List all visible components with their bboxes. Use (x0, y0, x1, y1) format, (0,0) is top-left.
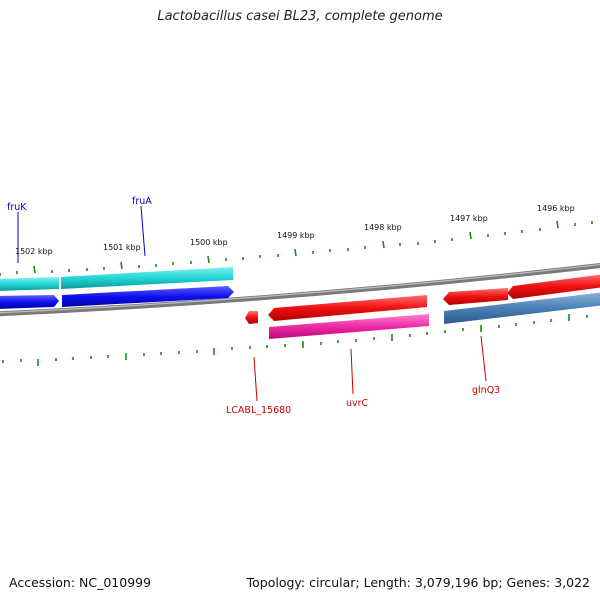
gene-label-fruA[interactable]: fruA (132, 196, 152, 207)
fruA-label-line (140, 205, 146, 257)
lcabl-label-line (253, 356, 258, 402)
glnQ3-label-line (480, 335, 487, 382)
gene-next-reverse[interactable] (507, 274, 600, 299)
forward-gene-track (0, 286, 234, 309)
forward-cds-track (0, 267, 233, 291)
major-tick (33, 265, 36, 274)
major-tick (382, 240, 385, 249)
kbp-label-1499: 1499 kbp (277, 231, 315, 240)
genome-summary: Topology: circular; Length: 3,079,196 bp… (246, 575, 590, 590)
gene-LCABL_15680[interactable] (245, 311, 258, 324)
kbp-label-1501: 1501 kbp (103, 243, 141, 252)
uvrC-label-line (350, 348, 354, 395)
minor-ticks (0, 221, 593, 276)
accession-text: Accession: NC_010999 (9, 575, 152, 590)
kbp-label-1500: 1500 kbp (190, 238, 228, 247)
genome-backbone (0, 263, 600, 317)
gene-labels: fruK fruA LCABL_15680 uvrC glnQ3 (7, 196, 500, 416)
gene-fruK[interactable] (0, 295, 59, 309)
genome-title: Lactobacillus casei BL23, complete genom… (157, 9, 443, 24)
reverse-gene-track (245, 274, 600, 324)
kbp-label-1497: 1497 kbp (450, 214, 488, 223)
outer-tick-ring (0, 220, 593, 276)
kbp-labels: 1502 kbp 1501 kbp 1500 kbp 1499 kbp 1498… (15, 204, 575, 256)
kbp-label-1498: 1498 kbp (364, 223, 402, 232)
gene-glnQ3-cds[interactable] (444, 292, 600, 324)
reverse-cds-track (269, 292, 600, 339)
gene-label-LCABL_15680[interactable]: LCABL_15680 (226, 405, 291, 416)
label-lines (17, 205, 487, 402)
inner-tick-ring (2, 314, 588, 366)
genome-backbone-highlight (0, 263, 600, 314)
minor-ticks (2, 315, 588, 363)
gene-fruK-cds[interactable] (0, 277, 59, 291)
gene-fruA-cds[interactable] (61, 267, 233, 289)
major-tick (469, 231, 472, 240)
kbp-label-1502: 1502 kbp (15, 247, 53, 256)
major-tick (120, 261, 123, 270)
gene-label-glnQ3[interactable]: glnQ3 (472, 385, 500, 396)
kbp-label-1496: 1496 kbp (537, 204, 575, 213)
gene-uvrC-cds[interactable] (269, 314, 429, 339)
major-tick (207, 255, 210, 264)
gene-label-uvrC[interactable]: uvrC (346, 398, 369, 409)
major-tick (556, 220, 559, 229)
gene-glnQ3[interactable] (443, 288, 508, 305)
gene-fruA[interactable] (62, 286, 234, 307)
gene-label-fruK[interactable]: fruK (7, 202, 27, 213)
gene-uvrC[interactable] (268, 295, 427, 321)
major-tick (294, 248, 297, 257)
